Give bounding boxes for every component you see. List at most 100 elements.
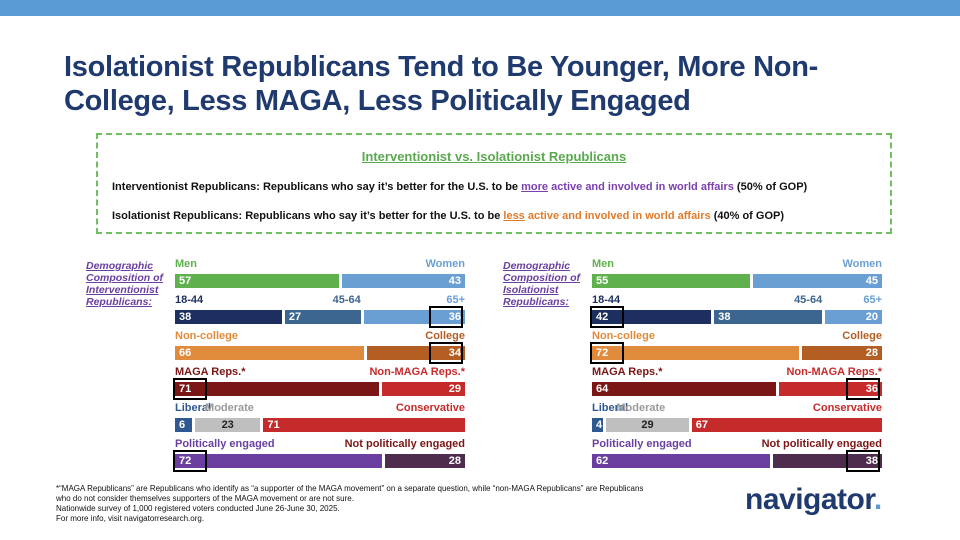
isolationist-definition: Isolationist Republicans: Republicans wh… (112, 210, 784, 222)
interventionist-chart: 57 43 Men Women 38 27 36 18-44 45-64 65+ 66 34 Non-c… (173, 258, 465, 472)
navigator-logo: navigator. (745, 483, 882, 517)
category-label-women: Women (842, 258, 882, 270)
bar-ideology-liberal: 4 (592, 418, 604, 432)
data-label: 36 (448, 311, 461, 323)
bar-gender-women: 43 (341, 274, 465, 288)
bar-ideology-moderate: 23 (195, 418, 261, 432)
data-label: 23 (221, 419, 234, 431)
data-label: 71 (267, 419, 280, 431)
category-label-politically-engaged: Politically engaged (592, 438, 692, 450)
data-label: 64 (596, 383, 609, 395)
data-label: 62 (596, 455, 609, 467)
category-label-moderate: Moderate (616, 402, 666, 414)
definition-heading: Interventionist vs. Isolationist Republi… (361, 149, 627, 164)
category-label-liberal: Liberal (592, 402, 629, 414)
logo-dot: . (873, 483, 882, 516)
highlight-box-non-maga-reps (846, 378, 880, 400)
bar-maga-non-maga-reps: 29 (381, 382, 465, 396)
bar-gender-women: 45 (752, 274, 882, 288)
bar-engagement-not-politically-engaged: 38 (772, 454, 882, 468)
bar-engagement-not-politically-engaged: 28 (384, 454, 465, 468)
bar-maga-maga-reps: 71 (175, 382, 379, 396)
bar-age-18-44: 38 (175, 310, 282, 324)
data-label: 67 (695, 419, 708, 431)
category-label-men: Men (175, 258, 197, 270)
interventionist-definition: Interventionist Republicans: Republicans… (112, 181, 807, 193)
bar-education-non-college: 66 (175, 346, 365, 360)
highlight-box-65 (429, 306, 463, 328)
bar-maga-non-maga-reps: 36 (778, 382, 882, 396)
category-label-college: College (842, 330, 882, 342)
footnote-survey: Nationwide survey of 1,000 registered vo… (56, 504, 340, 513)
category-label-men: Men (592, 258, 614, 270)
category-label-18-44: 18-44 (175, 294, 204, 306)
definition-text: Isolationist Republicans: Republicans wh… (112, 210, 504, 222)
definition-highlight-rest: active and involved in world affairs (548, 181, 734, 193)
highlight-box-college (429, 342, 463, 364)
data-label: 45 (865, 275, 878, 287)
data-label: 55 (596, 275, 609, 287)
bar-age-65: 20 (825, 310, 882, 324)
definition-share: (50% of GOP) (733, 181, 808, 193)
category-label-maga-reps: MAGA Reps.* (175, 366, 246, 378)
category-label-not-politically-engaged: Not politically engaged (761, 438, 882, 450)
definition-highlight: more (521, 181, 549, 193)
footnote-maga: *“MAGA Republicans” are Republicans who … (56, 484, 644, 503)
data-label: 66 (179, 347, 192, 359)
footnote-more-info: For more info, visit navigatorresearch.o… (56, 514, 205, 523)
category-label-conservative: Conservative (395, 402, 465, 414)
bar-gender-men: 55 (592, 274, 750, 288)
data-label: 38 (718, 311, 731, 323)
category-label-non-maga-reps: Non-MAGA Reps.* (786, 366, 882, 378)
bar-ideology-conservative: 67 (691, 418, 882, 432)
top-accent-bar (0, 0, 960, 16)
bar-education-non-college: 72 (592, 346, 799, 360)
category-label-women: Women (425, 258, 465, 270)
data-label: 57 (179, 275, 192, 287)
highlight-box-not-politically-engaged (846, 450, 880, 472)
bar-age-45-64: 38 (714, 310, 823, 324)
bar-ideology-liberal: 6 (175, 418, 193, 432)
category-label-maga-reps: MAGA Reps.* (592, 366, 663, 378)
data-label: 36 (865, 383, 878, 395)
category-label-non-college: Non-college (175, 330, 238, 342)
data-label: 28 (448, 455, 461, 467)
category-label-45-64: 45-64 (794, 294, 823, 306)
category-label-18-44: 18-44 (592, 294, 621, 306)
isolationist-side-label: Demographic Composition of Isolationist … (503, 260, 580, 308)
interventionist-side-label: Demographic Composition of Interventioni… (86, 260, 163, 308)
category-label-politically-engaged: Politically engaged (175, 438, 275, 450)
footnotes: *“MAGA Republicans” are Republicans who … (56, 484, 656, 524)
logo-text: navigator (745, 483, 874, 516)
data-label: 27 (288, 311, 302, 323)
bar-age-65: 36 (363, 310, 465, 324)
bar-age-18-44: 42 (592, 310, 712, 324)
category-label-non-maga-reps: Non-MAGA Reps.* (369, 366, 465, 378)
bar-gender-men: 57 (175, 274, 339, 288)
data-label: 42 (596, 311, 609, 323)
highlight-box-non-college (590, 342, 624, 364)
data-label: 72 (596, 347, 609, 359)
bar-education-college: 34 (367, 346, 465, 360)
data-label: 38 (865, 455, 878, 467)
page-title: Isolationist Republicans Tend to Be Youn… (64, 51, 818, 117)
data-label: 34 (448, 347, 461, 359)
category-label-college: College (425, 330, 465, 342)
category-label-non-college: Non-college (592, 330, 655, 342)
data-label: 29 (641, 419, 654, 431)
bar-ideology-conservative: 71 (263, 418, 465, 432)
bar-maga-maga-reps: 64 (592, 382, 776, 396)
definition-share: (40% of GOP) (710, 210, 784, 222)
category-label-moderate: Moderate (205, 402, 254, 414)
data-label: 6 (179, 419, 186, 431)
isolationist-chart: 55 45 Men Women 42 38 20 18-44 45-64 65+ 72 28 Non-c… (590, 258, 882, 472)
highlight-box-maga-reps (173, 378, 207, 400)
category-label-conservative: Conservative (812, 402, 882, 414)
definition-text: Interventionist Republicans: Republicans… (112, 181, 522, 193)
bar-education-college: 28 (801, 346, 882, 360)
definition-box: Interventionist vs. Isolationist Republi… (96, 133, 892, 234)
data-label: 71 (179, 383, 192, 395)
category-label-45-64: 45-64 (332, 294, 361, 306)
data-label: 20 (865, 311, 878, 323)
bar-engagement-politically-engaged: 62 (592, 454, 770, 468)
